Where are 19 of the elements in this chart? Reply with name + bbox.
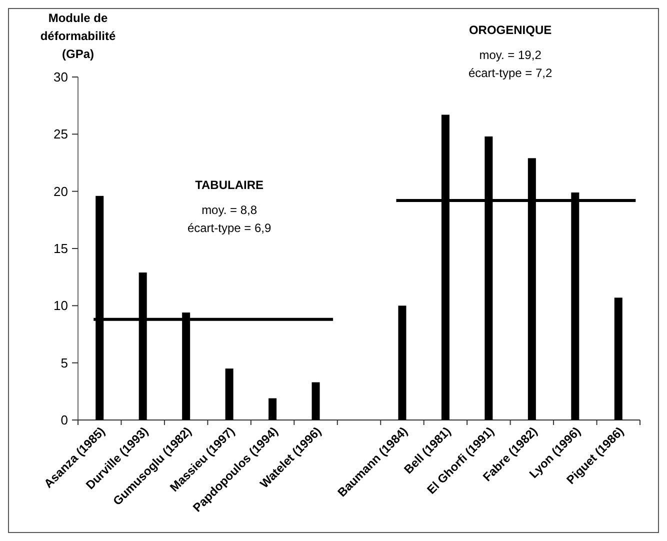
annotation: écart-type = 6,9 (187, 221, 272, 235)
y-tick-label: 0 (60, 412, 68, 428)
y-tick-label: 25 (54, 126, 68, 142)
annotation: moy. = 8,8 (202, 203, 258, 217)
annotation: TABULAIRE (195, 178, 264, 192)
y-axis-title: Module de déformabilité (GPa) (40, 11, 116, 61)
y-tick-label: 20 (54, 184, 68, 199)
bar (614, 298, 622, 420)
y-tick-label: 30 (54, 70, 68, 85)
text: moy. = 19,2 (479, 48, 542, 62)
bar (312, 382, 320, 420)
y-tick-label: 10 (54, 298, 68, 314)
y-tick-label: 5 (60, 355, 68, 370)
y-tick-label: 15 (54, 241, 68, 256)
text: OROGENIQUE (468, 23, 552, 37)
bar (398, 306, 406, 420)
bar (268, 398, 277, 420)
annotation: écart-type = 7,2 (468, 66, 552, 80)
bar (225, 368, 234, 420)
